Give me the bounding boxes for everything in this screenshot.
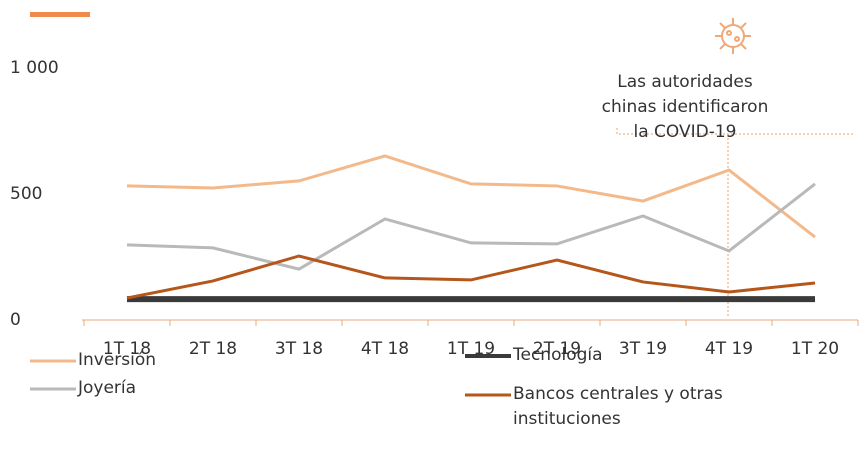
legend-label: Joyería [78, 378, 137, 398]
annotation: Las autoridades chinas identificaron la … [601, 72, 769, 142]
series-line [126, 182, 816, 271]
y-tick-label: 0 [10, 310, 21, 330]
x-tick-label: 2T 19 [533, 339, 581, 359]
x-tick-label: 4T 18 [361, 339, 409, 359]
series-line [126, 154, 816, 239]
y-tick-label: 1 000 [10, 58, 59, 78]
x-tick-label: 3T 18 [275, 339, 323, 359]
virus-icon [715, 18, 751, 54]
y-tick-label: 500 [10, 184, 42, 204]
decor-bar [30, 12, 90, 17]
x-tick-label: 1T 18 [103, 339, 151, 359]
x-tick-label: 1T 20 [791, 339, 839, 359]
legend-label: Tecnología [513, 345, 603, 365]
x-tick-label: 3T 19 [619, 339, 667, 359]
legend-label: Bancos centrales y otras instituciones [513, 384, 723, 429]
x-tick-label: 4T 19 [705, 339, 753, 359]
series-line [126, 254, 816, 300]
legend-label: Inversión [78, 350, 157, 370]
x-tick-label: 2T 18 [189, 339, 237, 359]
annotation-line [616, 128, 855, 135]
